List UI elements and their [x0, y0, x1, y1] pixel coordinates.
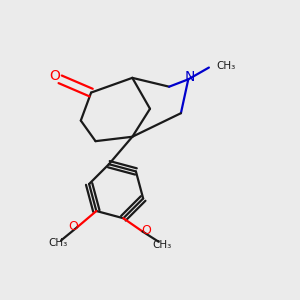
Text: CH₃: CH₃: [216, 61, 236, 71]
Text: N: N: [184, 70, 195, 84]
Text: O: O: [142, 224, 152, 237]
Text: O: O: [50, 69, 60, 83]
Text: CH₃: CH₃: [49, 238, 68, 248]
Text: CH₃: CH₃: [152, 240, 171, 250]
Text: O: O: [68, 220, 78, 233]
